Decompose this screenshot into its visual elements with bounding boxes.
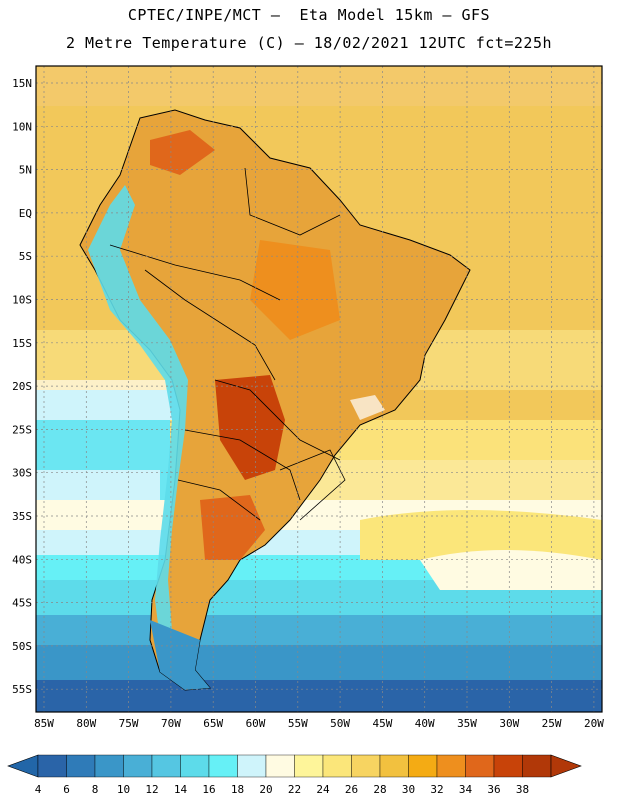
country-borders [109,167,346,521]
lon-label: 70W [161,717,181,730]
colorbar-label: 38 [516,783,529,796]
map-field [36,66,602,712]
lon-label: 85W [34,717,54,730]
colorbar-swatch [94,754,124,778]
andes-strip [88,185,188,640]
colorbar-swatch [322,754,352,778]
colorbar-label: 26 [345,783,358,796]
colorbar-swatch [123,754,153,778]
colorbar-swatch [151,754,181,778]
colorbar-label: 4 [35,783,42,796]
lat-label: 25S [12,423,32,436]
title-line-1: CPTEC/INPE/MCT – Eta Model 15km – GFS [127,6,491,24]
colorbar-label: 6 [63,783,70,796]
lat-label: 5N [19,164,32,177]
colorbar-swatch [522,754,552,778]
colorbar-label: 28 [373,783,386,796]
colorbar-swatch [180,754,210,778]
colorbar-label: 16 [202,783,215,796]
colorbar-swatch [351,754,381,778]
lat-label: 15N [12,77,32,90]
lat-label: 40S [12,553,32,566]
lon-label: 50W [330,717,350,730]
lon-label: 40W [415,717,435,730]
colorbar-label: 30 [402,783,415,796]
colorbar-label: 14 [174,783,188,796]
lat-label: 50S [12,640,32,653]
lat-label: EQ [19,207,32,220]
lat-label: 55S [12,683,32,696]
colorbar-left-arrow [7,754,39,778]
longitude-labels: 85W 80W 75W 70W 65W 60W 55W 50W 45W 40W 35W 30W 25W 2… [34,717,604,730]
title-line-2: 2 Metre Temperature (C) – 18/02/2021 12U… [65,34,553,52]
colorbar-label: 22 [288,783,301,796]
colorbar-swatch [66,754,96,778]
colorbar-label: 32 [430,783,443,796]
lon-label: 65W [203,717,223,730]
colorbar-swatch [465,754,495,778]
colorbar-label: 36 [487,783,500,796]
colorbar-swatch [208,754,238,778]
lon-label: 25W [542,717,562,730]
colorbar: 4 6 8 10 12 14 16 18 20 22 24 26 28 30 32 34 36 38 [7,754,582,796]
colorbar-swatch [237,754,267,778]
lon-label: 55W [288,717,308,730]
colorbar-label: 24 [316,783,330,796]
lat-label: 30S [12,467,32,480]
colorbar-label: 12 [145,783,158,796]
colorbar-label: 20 [259,783,272,796]
lat-label: 35S [12,510,32,523]
colorbar-label: 10 [117,783,130,796]
lon-label: 30W [499,717,519,730]
colorbar-swatch [379,754,409,778]
lon-label: 35W [457,717,477,730]
lat-label: 10N [12,120,32,133]
colorbar-label: 18 [231,783,244,796]
latitude-labels: 15N 10N 5N EQ 5S 10S 15S 20S 25S 30S 35S 40S 45S 50S 5… [12,77,32,696]
lat-label: 15S [12,337,32,350]
colorbar-label: 34 [459,783,473,796]
lat-label: 10S [12,294,32,307]
lat-lon-grid [36,66,602,712]
lon-label: 20W [584,717,604,730]
map-frame [35,65,603,713]
lat-label: 45S [12,597,32,610]
colorbar-swatch [37,754,67,778]
colorbar-right-arrow [550,754,582,778]
lon-label: 75W [119,717,139,730]
lon-label: 80W [76,717,96,730]
colorbar-swatch [294,754,324,778]
colorbar-swatch [265,754,295,778]
colorbar-swatch [436,754,466,778]
lat-label: 20S [12,380,32,393]
colorbar-swatch [408,754,438,778]
lon-label: 45W [372,717,392,730]
lon-label: 60W [246,717,266,730]
colorbar-swatch [493,754,523,778]
lat-label: 5S [19,250,32,263]
colorbar-label: 8 [92,783,99,796]
